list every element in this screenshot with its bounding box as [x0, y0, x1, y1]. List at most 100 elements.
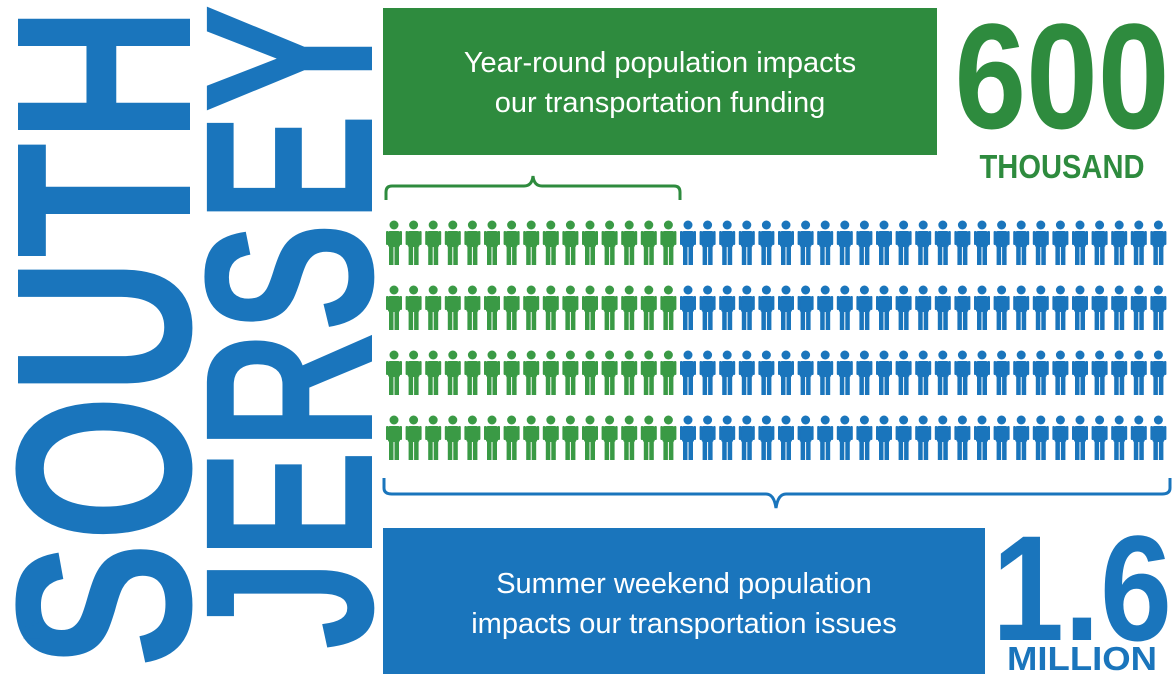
title-block: SOUTH JERSEY IN	[0, 4, 423, 668]
person-icon	[425, 415, 442, 460]
person-icon	[1091, 285, 1108, 330]
person-icon	[895, 350, 912, 395]
person-icon	[582, 285, 598, 330]
person-icon	[934, 220, 951, 265]
person-icon	[974, 285, 990, 330]
person-icon	[660, 415, 677, 460]
person-icon	[856, 220, 873, 265]
person-icon	[386, 350, 402, 395]
person-icon	[758, 220, 775, 265]
person-icon	[954, 350, 971, 395]
person-icon	[974, 415, 990, 460]
person-icon	[1130, 350, 1147, 395]
person-icon	[817, 285, 834, 330]
person-icon	[405, 415, 422, 460]
person-icon	[1150, 220, 1167, 265]
person-icon	[484, 285, 500, 330]
person-icon	[876, 220, 892, 265]
bottom-box-line: Summer weekend population	[496, 568, 872, 600]
person-icon	[778, 220, 794, 265]
person-icon	[621, 285, 638, 330]
person-icon	[523, 415, 540, 460]
person-icon	[758, 415, 775, 460]
person-icon	[405, 220, 422, 265]
person-icon	[1072, 415, 1088, 460]
person-icon	[484, 350, 500, 395]
person-icon	[1130, 220, 1147, 265]
person-icon	[523, 220, 540, 265]
person-icon	[444, 220, 461, 265]
person-icon	[444, 285, 461, 330]
person-icon	[699, 220, 716, 265]
person-icon	[464, 415, 481, 460]
person-icon	[660, 350, 677, 395]
person-icon	[542, 285, 559, 330]
person-icon	[582, 350, 598, 395]
person-icon	[464, 285, 481, 330]
person-icon	[405, 350, 422, 395]
person-icon	[738, 350, 755, 395]
person-icon	[425, 285, 442, 330]
person-icon	[993, 350, 1010, 395]
person-icon	[503, 415, 520, 460]
bottom-unit: MILLION	[1007, 640, 1157, 674]
person-icon	[1052, 415, 1069, 460]
person-icon	[444, 350, 461, 395]
person-icon	[1052, 285, 1069, 330]
person-icon	[503, 220, 520, 265]
person-icon	[680, 415, 696, 460]
person-icon	[1091, 350, 1108, 395]
person-icon	[738, 285, 755, 330]
person-icon	[954, 220, 971, 265]
person-icon	[621, 415, 638, 460]
title-in: IN	[19, 616, 46, 640]
person-icon	[1111, 415, 1128, 460]
top-box-line: Year-round population impacts	[464, 47, 856, 79]
person-icon	[895, 285, 912, 330]
person-icon	[444, 415, 461, 460]
person-icon	[1032, 415, 1049, 460]
person-icon	[542, 350, 559, 395]
person-icon	[719, 415, 736, 460]
person-icon	[680, 220, 696, 265]
person-icon	[640, 415, 657, 460]
person-icon	[778, 285, 794, 330]
person-icon	[1013, 220, 1030, 265]
person-icon	[660, 220, 677, 265]
top-number: 600	[955, 0, 1170, 160]
person-icon	[915, 350, 932, 395]
person-icon	[817, 415, 834, 460]
person-icon	[993, 220, 1010, 265]
person-icon	[895, 415, 912, 460]
person-icon	[1111, 285, 1128, 330]
person-icon	[425, 220, 442, 265]
person-icon	[758, 350, 775, 395]
person-icon	[915, 415, 932, 460]
person-icon	[699, 350, 716, 395]
person-icon	[1072, 350, 1088, 395]
title-jersey: JERSEY	[155, 4, 423, 650]
person-icon	[934, 415, 951, 460]
person-icon	[562, 350, 579, 395]
person-icon	[934, 350, 951, 395]
person-icon	[876, 285, 892, 330]
person-icon	[1013, 350, 1030, 395]
person-icon	[1013, 415, 1030, 460]
person-icon	[1072, 285, 1088, 330]
person-icon	[1013, 285, 1030, 330]
person-icon	[425, 350, 442, 395]
person-icon	[915, 220, 932, 265]
person-icon	[719, 285, 736, 330]
person-icon	[386, 415, 402, 460]
top-unit: THOUSAND	[980, 148, 1145, 185]
person-icon	[542, 415, 559, 460]
person-icon	[640, 285, 657, 330]
person-icon	[1130, 415, 1147, 460]
bottom-bracket	[382, 478, 1172, 509]
person-icon	[738, 415, 755, 460]
person-icon	[1032, 285, 1049, 330]
person-icon	[915, 285, 932, 330]
person-icon	[1032, 220, 1049, 265]
person-icon	[876, 350, 892, 395]
